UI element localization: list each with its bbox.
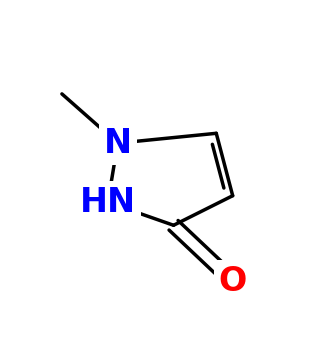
Text: N: N [104, 127, 132, 160]
Text: O: O [218, 265, 247, 297]
Text: HN: HN [80, 186, 136, 219]
